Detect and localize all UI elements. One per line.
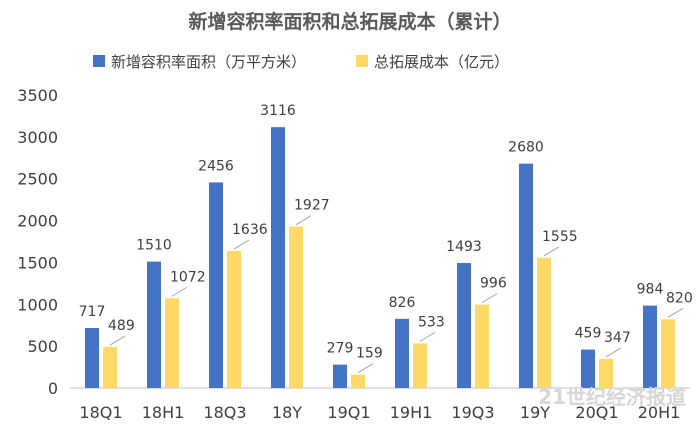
bar-cost xyxy=(537,257,551,388)
data-label: 996 xyxy=(480,276,507,292)
bar-cost xyxy=(103,347,117,388)
data-label-leader xyxy=(481,293,498,304)
bar-area xyxy=(147,261,161,388)
x-tick-label: 20H1 xyxy=(638,403,681,422)
y-tick-label: 1000 xyxy=(17,295,58,314)
data-label-leader xyxy=(171,286,188,297)
data-label: 1493 xyxy=(446,239,482,255)
data-label: 3116 xyxy=(260,103,296,119)
y-tick-label: 3000 xyxy=(17,128,58,147)
data-label-leader xyxy=(605,347,622,358)
data-label: 279 xyxy=(327,341,354,357)
bar-area xyxy=(85,327,99,388)
chart-title: 新增容积率面积和总拓展成本（累计） xyxy=(188,10,511,33)
y-tick-label: 2000 xyxy=(17,212,58,231)
bar-cost xyxy=(599,358,613,388)
x-tick-label: 18Q3 xyxy=(203,403,246,422)
y-tick-label: 1500 xyxy=(17,253,58,272)
watermark: 21世纪经济报道 xyxy=(538,385,686,409)
data-label: 2680 xyxy=(508,140,544,156)
data-label: 1555 xyxy=(542,229,578,245)
data-label-leader xyxy=(419,331,436,342)
bar-area xyxy=(643,305,657,388)
bar-cost xyxy=(227,251,241,388)
bar-area xyxy=(519,163,533,388)
legend-label-area: 新增容积率面积（万平方米） xyxy=(111,53,306,71)
bar-cost xyxy=(475,304,489,388)
x-tick-label: 20Q1 xyxy=(575,403,618,422)
y-axis: 0 500 1000 1500 2000 2500 3000 3500 xyxy=(17,86,58,398)
data-label: 820 xyxy=(666,290,693,306)
x-tick-label: 19Q1 xyxy=(327,403,370,422)
data-label: 533 xyxy=(418,314,445,330)
data-label: 159 xyxy=(356,346,383,362)
x-tick-label: 18Y xyxy=(272,403,302,422)
data-label-leader xyxy=(233,239,250,250)
data-label: 1927 xyxy=(294,198,330,214)
legend: 新增容积率面积（万平方米） 总拓展成本（亿元） xyxy=(93,53,509,71)
bar-area xyxy=(209,182,223,388)
bar-cost xyxy=(661,319,675,388)
data-label: 1072 xyxy=(170,269,206,285)
data-label: 826 xyxy=(389,295,416,311)
y-tick-label: 2500 xyxy=(17,170,58,189)
data-label-leader xyxy=(295,215,312,226)
data-label: 984 xyxy=(637,282,664,298)
x-axis: 18Q1 18H1 18Q3 18Y 19Q1 19H1 19Q3 19Y 20Q1 20H1 xyxy=(79,403,680,422)
bar-cost xyxy=(413,343,427,388)
data-label: 2456 xyxy=(198,158,234,174)
bar-area xyxy=(333,364,347,388)
bar-cost xyxy=(165,298,179,388)
data-label: 489 xyxy=(108,318,135,334)
x-tick-label: 18H1 xyxy=(142,403,185,422)
legend-swatch-area xyxy=(93,55,105,67)
bar-area xyxy=(457,263,471,388)
bar-area xyxy=(395,318,409,388)
data-label: 459 xyxy=(575,326,602,342)
bar-cost xyxy=(351,374,365,388)
bar-area xyxy=(271,127,285,388)
data-label-leader xyxy=(667,307,684,318)
x-tick-label: 18Q1 xyxy=(79,403,122,422)
legend-swatch-cost xyxy=(356,55,368,67)
y-tick-label: 3500 xyxy=(17,86,58,105)
data-label: 1636 xyxy=(232,222,268,238)
y-tick-label: 0 xyxy=(48,379,58,398)
bar-cost xyxy=(289,226,303,388)
data-label: 347 xyxy=(604,330,631,346)
data-label-leader xyxy=(109,335,126,346)
data-label: 717 xyxy=(79,304,106,320)
bar-area xyxy=(581,349,595,388)
data-label-leader xyxy=(357,363,374,374)
data-label: 1510 xyxy=(136,238,172,254)
y-tick-label: 500 xyxy=(27,337,58,356)
x-tick-label: 19Y xyxy=(520,403,550,422)
data-label-leader xyxy=(543,246,560,257)
x-tick-label: 19Q3 xyxy=(451,403,494,422)
legend-label-cost: 总拓展成本（亿元） xyxy=(374,53,509,71)
x-tick-label: 19H1 xyxy=(390,403,433,422)
